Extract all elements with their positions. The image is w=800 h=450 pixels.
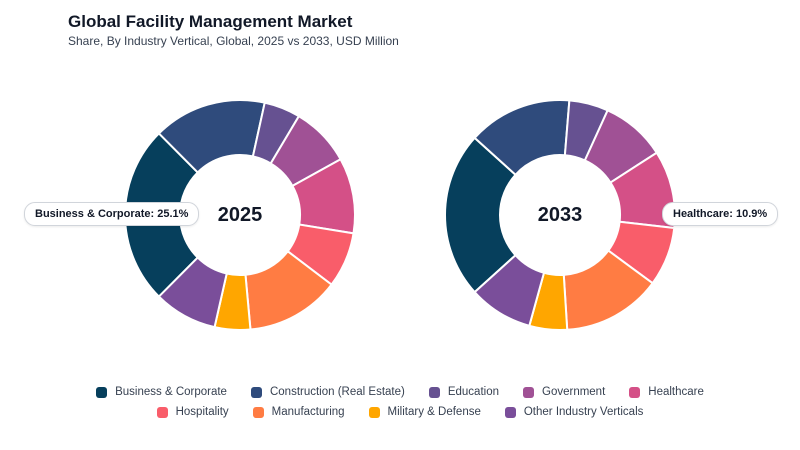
legend: Business & Corporate Construction (Real E… bbox=[40, 385, 760, 419]
legend-item[interactable]: Manufacturing bbox=[252, 405, 345, 419]
donut-center-label-2025: 2025 bbox=[218, 204, 263, 226]
legend-item[interactable]: Other Industry Verticals bbox=[504, 405, 644, 419]
legend-swatch bbox=[368, 406, 380, 418]
legend-swatch bbox=[629, 386, 641, 398]
legend-label: Military & Defense bbox=[387, 406, 481, 418]
donut-slice-2033-other-industry-verticals[interactable] bbox=[473, 253, 546, 328]
callout-business-corporate: Business & Corporate: 25.1% bbox=[24, 202, 200, 226]
chart-title: Global Facility Management Market bbox=[68, 12, 353, 31]
legend-label: Other Industry Verticals bbox=[523, 406, 644, 418]
legend-item[interactable]: Military & Defense bbox=[368, 405, 481, 419]
chart-subtitle: Share, By Industry Vertical, Global, 202… bbox=[68, 34, 399, 48]
legend-label: Education bbox=[447, 386, 499, 398]
legend-item[interactable]: Construction (Real Estate) bbox=[250, 385, 405, 399]
callout-healthcare: Healthcare: 10.9% bbox=[662, 202, 779, 226]
legend-label: Business & Corporate bbox=[115, 386, 227, 398]
donut-slice-2033-business-corporate[interactable] bbox=[444, 136, 517, 294]
legend-swatch bbox=[523, 386, 534, 398]
legend-swatch bbox=[250, 386, 262, 398]
legend-swatch bbox=[428, 386, 440, 398]
legend-item[interactable]: Business & Corporate bbox=[96, 385, 227, 399]
legend-swatch bbox=[252, 406, 264, 418]
legend-swatch bbox=[156, 406, 168, 418]
legend-label: Healthcare bbox=[648, 386, 704, 398]
donut-center-label-2033: 2033 bbox=[538, 204, 583, 226]
legend-label: Hospitality bbox=[175, 406, 229, 418]
legend-item[interactable]: Government bbox=[523, 385, 605, 399]
legend-label: Construction (Real Estate) bbox=[269, 386, 405, 398]
legend-swatch bbox=[96, 386, 108, 398]
legend-swatch bbox=[504, 406, 516, 418]
legend-label: Government bbox=[542, 386, 606, 398]
legend-item[interactable]: Hospitality bbox=[156, 405, 229, 419]
donut-2025 bbox=[124, 99, 356, 331]
legend-label: Manufacturing bbox=[271, 406, 345, 418]
legend-item[interactable]: Healthcare bbox=[629, 385, 704, 399]
donut-slice-2025-other-industry-verticals[interactable] bbox=[157, 256, 228, 329]
donut-2033 bbox=[444, 99, 676, 331]
legend-item[interactable]: Education bbox=[428, 385, 499, 399]
